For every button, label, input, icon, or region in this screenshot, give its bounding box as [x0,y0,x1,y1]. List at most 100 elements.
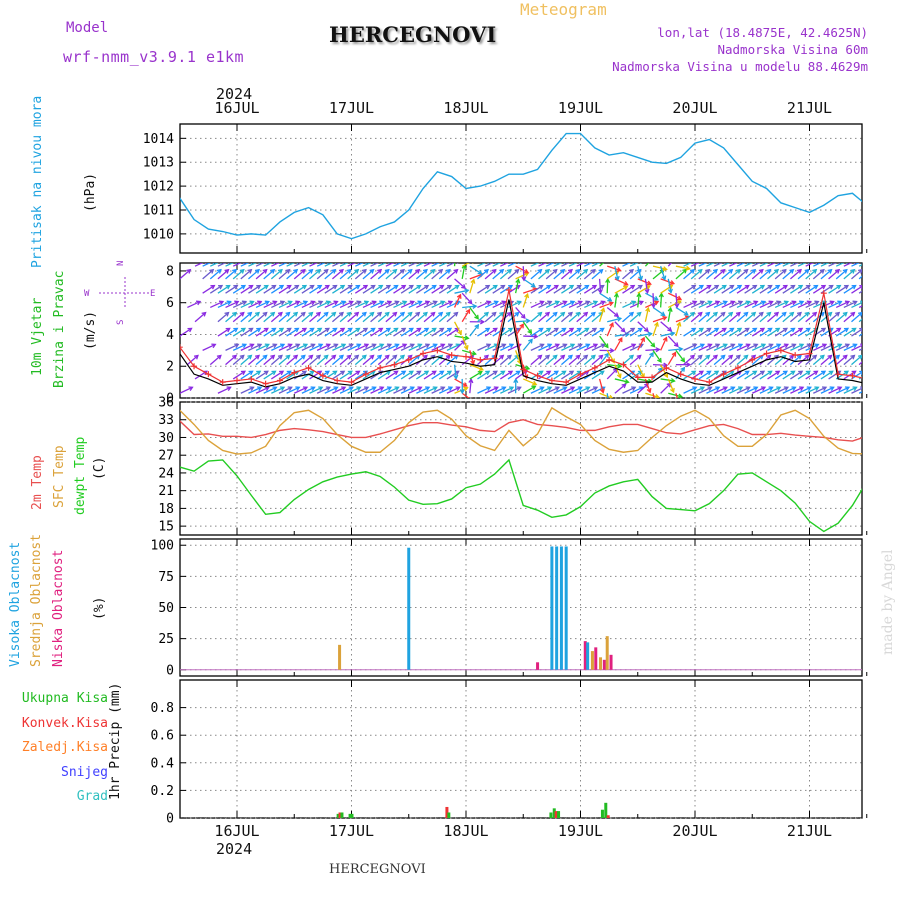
wind-barb-head [324,284,330,290]
wind-barb [477,300,491,309]
wind-barb [545,285,559,294]
gust-marker [606,356,613,363]
wind-barb [767,343,781,351]
wind-barb-head [446,370,453,376]
model-name: wrf-nmm_v3.9.1 e1km [63,48,245,66]
wind-barb-head [186,268,192,274]
wind-barb-head [560,268,566,274]
temp-ylabel-3: dewpt Temp [73,436,88,515]
gust-marker [434,347,441,354]
wind-barb [683,300,697,309]
wind-barb-head [631,300,637,306]
wind-barb [843,343,857,351]
wind-barb-head [341,386,347,391]
wind-barb-head [621,383,627,389]
wind-barb [690,354,703,366]
wind-barb [599,353,609,366]
top-day-label: 16JUL [214,99,259,117]
wind-barb [202,343,216,351]
wind-barb-head [663,372,669,379]
wind-barb [255,386,270,394]
wind-barb-head [643,327,649,333]
wind-barb [522,378,537,386]
wind-barb-head [767,284,773,290]
wind-barb [675,265,690,270]
wind-barb-head [425,300,431,306]
wind-barb [332,300,346,309]
wind-barb [301,370,314,380]
wind-barb-head [295,386,301,391]
wind-barb [805,354,817,366]
wind-barb-head [430,268,436,274]
wind-barb [423,263,433,267]
wind-barb-head [370,284,376,290]
wind-barb-head [546,284,552,290]
gust-marker [720,371,727,378]
wind-barb-head [316,268,322,274]
wind-barb [843,354,855,366]
wind-barb-head [680,357,686,363]
year-bottom: 2024 [216,840,253,858]
plot-area [180,263,870,398]
wind-barb-head [453,268,459,274]
wind-barb [507,269,519,280]
wind-barb-head [683,311,689,316]
wind-barb-head [338,354,344,360]
gust-marker [864,376,870,382]
model-elevation: Nadmorska Visina u modelu 88.4629m [612,59,868,74]
wind-barb [774,370,788,380]
wind-barb [629,354,642,366]
wind-barb-head [600,343,606,349]
wind-barb [309,312,321,323]
wind-barb [263,327,276,337]
wind-barb [828,354,840,366]
wind-barb-head [654,300,660,306]
wind-barb-head [493,386,499,391]
wind-barb [629,300,644,309]
wind-barb [232,327,246,337]
wind-barb-head [226,300,232,306]
wind-barb-head [554,300,561,306]
gust-marker [677,371,684,378]
wind-barb [347,269,359,280]
wind-barb [660,382,672,394]
wind-barb [301,300,315,309]
wind-barb-head [691,327,697,333]
wind-barb [309,300,323,309]
wind-barb-head [759,370,766,376]
wind-barb [530,386,544,394]
wind-barb [622,312,634,323]
wind-barb [309,354,321,366]
wind-barb [858,391,862,394]
wind-barb-head [323,268,329,274]
wind-barb [713,269,726,280]
wind-barb-head [386,386,393,391]
wind-barb-head [341,300,347,306]
wind-barb-head [569,327,575,333]
wind-barb-head [661,275,667,281]
wind-barb [370,269,382,280]
wind-barb [507,327,521,337]
wind-barb [232,354,245,366]
wind-barb [660,278,675,285]
wind-barb [293,370,307,380]
wind-barb-head [759,327,766,333]
wind-barb [652,363,668,366]
wind-barb-head [812,268,818,274]
wind-barb [797,263,807,267]
wind-barb [461,392,470,398]
wind-barb-head [249,386,255,391]
wind-barb [598,308,605,322]
wind-barb-head [285,268,291,274]
plot-area [180,406,862,533]
wind-barb [362,386,376,394]
wind-barb [568,285,582,294]
wind-barb [248,327,261,337]
wind-barb [462,349,476,355]
y-tick-label: 1012 [143,180,174,195]
wind-barb [499,285,513,294]
wind-barb [438,285,452,294]
wind-barb-head [837,343,843,349]
wind-barb-head [561,370,567,376]
wind-barb [744,263,753,267]
